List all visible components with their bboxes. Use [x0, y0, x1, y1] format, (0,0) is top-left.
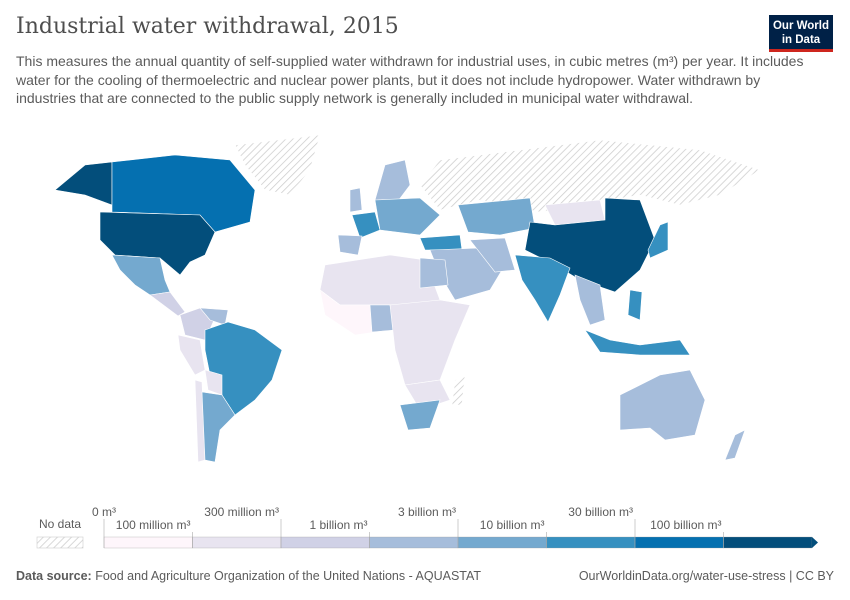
country-philippines[interactable] [627, 289, 643, 321]
legend-bin[interactable] [369, 536, 459, 549]
country-alaska[interactable] [54, 161, 113, 206]
legend-upper-label: 3 billion m³ [398, 505, 456, 519]
country-peru[interactable] [177, 334, 206, 376]
data-source: Data source: Food and Agriculture Organi… [16, 569, 481, 583]
country-japan[interactable] [647, 221, 669, 259]
legend-bin[interactable] [103, 536, 193, 549]
country-australia[interactable] [619, 369, 706, 441]
legend-arrow [812, 537, 818, 548]
owid-logo[interactable]: Our World in Data [769, 15, 833, 52]
country-madagascar[interactable] [451, 374, 466, 406]
legend-upper-label: 300 million m³ [204, 505, 279, 519]
legend-upper-label: 30 billion m³ [568, 505, 633, 519]
legend-bin[interactable] [723, 536, 813, 549]
country-greenland[interactable] [234, 134, 321, 196]
legend-no-data-label: No data [39, 517, 81, 531]
country-argentina[interactable] [201, 391, 236, 463]
country-scandinavia[interactable] [374, 159, 411, 206]
legend-bin[interactable] [192, 536, 282, 549]
source-label: Data source: [16, 569, 92, 583]
legend-bin[interactable] [280, 536, 370, 549]
legend-lower-label: 1 billion m³ [309, 518, 367, 532]
legend-lower-label: 10 billion m³ [480, 518, 545, 532]
country-indonesia[interactable] [584, 329, 691, 356]
country-spain[interactable] [337, 234, 363, 256]
country-iran[interactable] [469, 237, 516, 273]
country-india[interactable] [514, 254, 571, 323]
country-kazakhstan[interactable] [457, 197, 536, 236]
country-new-zealand[interactable] [724, 429, 746, 461]
country-usa[interactable] [99, 211, 216, 276]
country-france[interactable] [351, 211, 381, 239]
country-southeast-asia[interactable] [574, 274, 606, 326]
country-russia[interactable] [419, 139, 761, 213]
page-title: Industrial water withdrawal, 2015 [16, 14, 399, 39]
legend-upper-label: 0 m³ [92, 505, 116, 519]
legend-bin[interactable] [457, 536, 547, 549]
country-central-america[interactable] [149, 291, 186, 317]
country-brazil[interactable] [204, 321, 283, 416]
legend-bin[interactable] [546, 536, 636, 549]
subtitle: This measures the annual quantity of sel… [16, 53, 804, 106]
country-central-europe[interactable] [374, 197, 441, 236]
legend-lower-label: 100 million m³ [116, 518, 191, 532]
source-text: Food and Agriculture Organization of the… [95, 569, 482, 583]
legend-bin[interactable] [634, 536, 724, 549]
country-egypt[interactable] [419, 257, 449, 289]
country-mexico[interactable] [111, 254, 171, 296]
country-central-africa[interactable] [389, 299, 471, 386]
country-uk[interactable] [349, 187, 363, 213]
legend-lower-label: 100 billion m³ [650, 518, 721, 532]
source-url[interactable]: OurWorldinData.org/water-use-stress | CC… [578, 569, 834, 583]
country-turkey[interactable] [419, 234, 463, 251]
legend-no-data-swatch [36, 536, 84, 549]
country-south-africa[interactable] [399, 399, 441, 431]
